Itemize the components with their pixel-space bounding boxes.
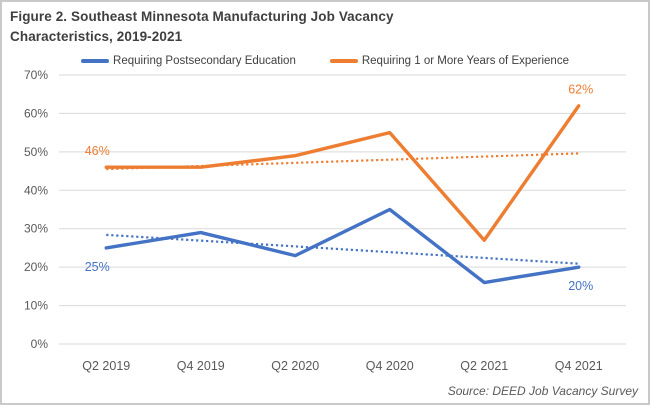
data-point-label: 20% [568, 279, 593, 293]
data-point-label: 46% [85, 144, 110, 158]
y-axis-tick-label: 10% [24, 299, 48, 313]
chart-legend: Requiring Postsecondary Education Requir… [2, 55, 648, 67]
figure-title-line1: Figure 2. Southeast Minnesota Manufactur… [10, 9, 394, 24]
x-axis-tick-label: Q2 2019 [82, 359, 130, 373]
source-note: Source: DEED Job Vacancy Survey [447, 384, 638, 398]
y-axis-tick-label: 40% [24, 183, 48, 197]
y-axis-tick-label: 50% [24, 145, 48, 159]
orange-line-swatch-icon [329, 59, 358, 63]
data-line-orange [104, 104, 581, 242]
y-axis-tick-label: 70% [24, 68, 48, 82]
y-axis-tick-label: 0% [31, 337, 49, 351]
figure-title: Figure 2. Southeast Minnesota Manufactur… [10, 7, 630, 47]
y-axis-tick-label: 30% [24, 222, 48, 236]
y-axis-tick-label: 20% [24, 260, 48, 274]
x-axis-tick-label: Q2 2021 [460, 359, 508, 373]
trendline-orange [106, 152, 579, 171]
legend-label-postsecondary: Requiring Postsecondary Education [113, 55, 296, 67]
x-axis-tick-label: Q4 2020 [366, 359, 414, 373]
legend-item-postsecondary: Requiring Postsecondary Education [81, 55, 296, 67]
x-axis-tick-label: Q2 2020 [271, 359, 319, 373]
legend-label-experience: Requiring 1 or More Years of Experience [361, 55, 569, 67]
y-axis-tick-label: 60% [24, 106, 48, 120]
figure-title-line2: Characteristics, 2019-2021 [10, 29, 183, 44]
x-axis-tick-label: Q4 2021 [555, 359, 603, 373]
legend-item-experience: Requiring 1 or More Years of Experience [329, 55, 569, 67]
data-point-label: 25% [85, 260, 110, 274]
blue-line-swatch-icon [81, 59, 110, 63]
trendline-blue [106, 233, 579, 265]
x-axis-tick-label: Q4 2019 [177, 359, 225, 373]
data-point-label: 62% [568, 83, 593, 97]
data-line-blue [104, 207, 581, 285]
